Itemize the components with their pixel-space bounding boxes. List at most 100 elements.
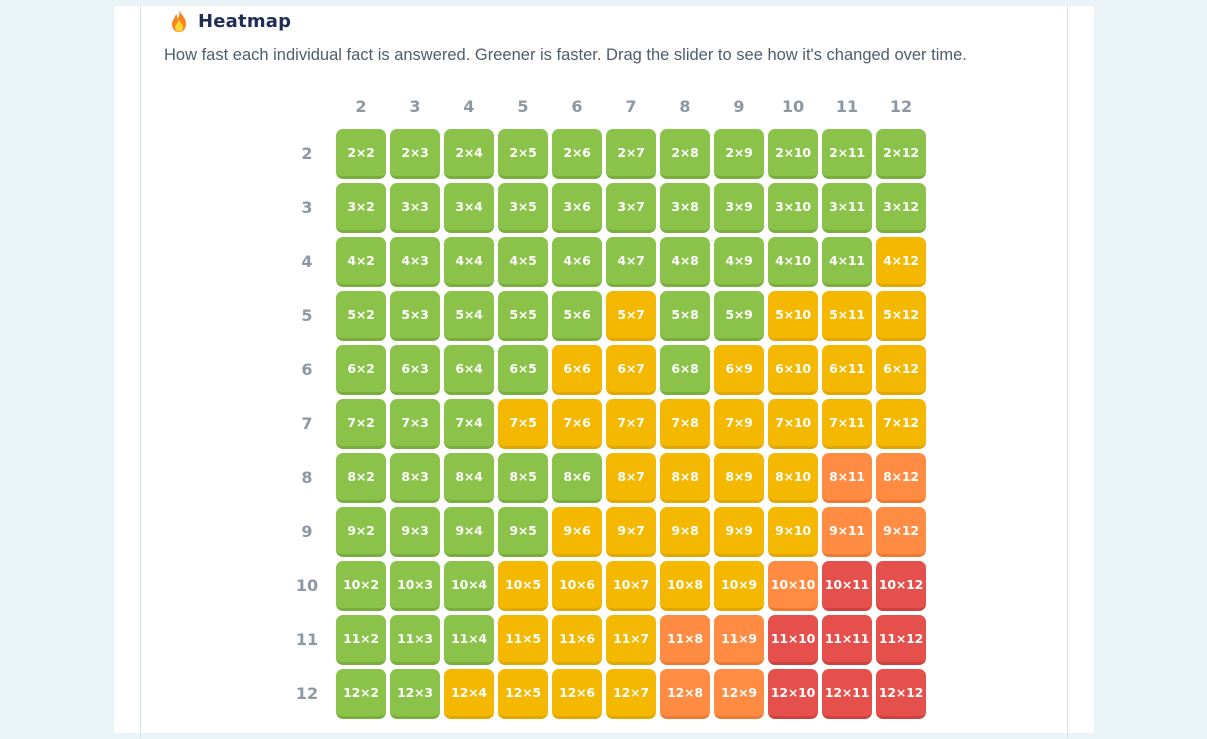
heatmap-cell[interactable]: 5×6 (552, 291, 602, 341)
heatmap-cell[interactable]: 5×5 (498, 291, 548, 341)
heatmap-cell[interactable]: 10×11 (822, 561, 872, 611)
heatmap-cell[interactable]: 3×10 (768, 183, 818, 233)
heatmap-cell[interactable]: 5×4 (444, 291, 494, 341)
heatmap-cell[interactable]: 3×7 (606, 183, 656, 233)
heatmap-cell[interactable]: 8×4 (444, 453, 494, 503)
heatmap-cell[interactable]: 8×2 (336, 453, 386, 503)
heatmap-cell[interactable]: 11×9 (714, 615, 764, 665)
heatmap-cell[interactable]: 5×9 (714, 291, 764, 341)
heatmap-cell[interactable]: 11×12 (876, 615, 926, 665)
heatmap-cell[interactable]: 8×11 (822, 453, 872, 503)
heatmap-cell[interactable]: 4×9 (714, 237, 764, 287)
heatmap-cell[interactable]: 7×12 (876, 399, 926, 449)
heatmap-cell[interactable]: 12×7 (606, 669, 656, 719)
heatmap-cell[interactable]: 9×7 (606, 507, 656, 557)
heatmap-cell[interactable]: 4×5 (498, 237, 548, 287)
heatmap-cell[interactable]: 5×2 (336, 291, 386, 341)
heatmap-cell[interactable]: 4×12 (876, 237, 926, 287)
heatmap-cell[interactable]: 3×2 (336, 183, 386, 233)
heatmap-cell[interactable]: 4×11 (822, 237, 872, 287)
heatmap-cell[interactable]: 8×5 (498, 453, 548, 503)
heatmap-cell[interactable]: 10×8 (660, 561, 710, 611)
heatmap-cell[interactable]: 3×9 (714, 183, 764, 233)
heatmap-cell[interactable]: 7×8 (660, 399, 710, 449)
heatmap-cell[interactable]: 9×9 (714, 507, 764, 557)
heatmap-cell[interactable]: 12×8 (660, 669, 710, 719)
heatmap-cell[interactable]: 8×3 (390, 453, 440, 503)
heatmap-cell[interactable]: 6×5 (498, 345, 548, 395)
heatmap-cell[interactable]: 3×3 (390, 183, 440, 233)
heatmap-cell[interactable]: 6×10 (768, 345, 818, 395)
heatmap-cell[interactable]: 4×3 (390, 237, 440, 287)
heatmap-cell[interactable]: 2×6 (552, 129, 602, 179)
heatmap-cell[interactable]: 5×7 (606, 291, 656, 341)
heatmap-cell[interactable]: 5×3 (390, 291, 440, 341)
heatmap-cell[interactable]: 2×8 (660, 129, 710, 179)
heatmap-cell[interactable]: 2×2 (336, 129, 386, 179)
heatmap-cell[interactable]: 4×10 (768, 237, 818, 287)
heatmap-cell[interactable]: 3×4 (444, 183, 494, 233)
heatmap-cell[interactable]: 2×4 (444, 129, 494, 179)
heatmap-cell[interactable]: 12×6 (552, 669, 602, 719)
heatmap-cell[interactable]: 11×3 (390, 615, 440, 665)
heatmap-cell[interactable]: 9×3 (390, 507, 440, 557)
heatmap-cell[interactable]: 11×4 (444, 615, 494, 665)
heatmap-cell[interactable]: 8×9 (714, 453, 764, 503)
heatmap-cell[interactable]: 2×5 (498, 129, 548, 179)
heatmap-cell[interactable]: 10×10 (768, 561, 818, 611)
heatmap-cell[interactable]: 3×5 (498, 183, 548, 233)
heatmap-cell[interactable]: 3×11 (822, 183, 872, 233)
heatmap-cell[interactable]: 9×5 (498, 507, 548, 557)
heatmap-cell[interactable]: 2×3 (390, 129, 440, 179)
heatmap-cell[interactable]: 11×7 (606, 615, 656, 665)
heatmap-cell[interactable]: 8×7 (606, 453, 656, 503)
heatmap-cell[interactable]: 12×5 (498, 669, 548, 719)
heatmap-cell[interactable]: 7×7 (606, 399, 656, 449)
heatmap-cell[interactable]: 10×5 (498, 561, 548, 611)
heatmap-cell[interactable]: 11×5 (498, 615, 548, 665)
heatmap-cell[interactable]: 7×10 (768, 399, 818, 449)
heatmap-cell[interactable]: 10×12 (876, 561, 926, 611)
heatmap-cell[interactable]: 12×9 (714, 669, 764, 719)
heatmap-cell[interactable]: 11×8 (660, 615, 710, 665)
heatmap-cell[interactable]: 6×9 (714, 345, 764, 395)
heatmap-cell[interactable]: 2×9 (714, 129, 764, 179)
heatmap-cell[interactable]: 8×10 (768, 453, 818, 503)
heatmap-cell[interactable]: 2×10 (768, 129, 818, 179)
heatmap-cell[interactable]: 9×12 (876, 507, 926, 557)
heatmap-cell[interactable]: 6×2 (336, 345, 386, 395)
heatmap-cell[interactable]: 10×4 (444, 561, 494, 611)
heatmap-cell[interactable]: 2×11 (822, 129, 872, 179)
heatmap-cell[interactable]: 3×12 (876, 183, 926, 233)
heatmap-cell[interactable]: 10×9 (714, 561, 764, 611)
heatmap-cell[interactable]: 8×8 (660, 453, 710, 503)
heatmap-cell[interactable]: 10×7 (606, 561, 656, 611)
heatmap-cell[interactable]: 10×3 (390, 561, 440, 611)
heatmap-cell[interactable]: 6×4 (444, 345, 494, 395)
heatmap-cell[interactable]: 4×7 (606, 237, 656, 287)
heatmap-cell[interactable]: 5×12 (876, 291, 926, 341)
heatmap-cell[interactable]: 2×7 (606, 129, 656, 179)
heatmap-cell[interactable]: 8×6 (552, 453, 602, 503)
heatmap-cell[interactable]: 12×10 (768, 669, 818, 719)
heatmap-cell[interactable]: 12×2 (336, 669, 386, 719)
heatmap-cell[interactable]: 7×3 (390, 399, 440, 449)
heatmap-cell[interactable]: 11×2 (336, 615, 386, 665)
heatmap-cell[interactable]: 10×6 (552, 561, 602, 611)
heatmap-cell[interactable]: 7×6 (552, 399, 602, 449)
heatmap-cell[interactable]: 7×11 (822, 399, 872, 449)
heatmap-cell[interactable]: 6×3 (390, 345, 440, 395)
heatmap-cell[interactable]: 12×11 (822, 669, 872, 719)
heatmap-cell[interactable]: 7×5 (498, 399, 548, 449)
heatmap-cell[interactable]: 11×11 (822, 615, 872, 665)
heatmap-cell[interactable]: 7×9 (714, 399, 764, 449)
heatmap-cell[interactable]: 9×6 (552, 507, 602, 557)
heatmap-cell[interactable]: 6×12 (876, 345, 926, 395)
heatmap-cell[interactable]: 9×10 (768, 507, 818, 557)
heatmap-cell[interactable]: 3×8 (660, 183, 710, 233)
heatmap-cell[interactable]: 4×8 (660, 237, 710, 287)
heatmap-cell[interactable]: 3×6 (552, 183, 602, 233)
heatmap-cell[interactable]: 11×10 (768, 615, 818, 665)
heatmap-cell[interactable]: 4×4 (444, 237, 494, 287)
heatmap-cell[interactable]: 5×11 (822, 291, 872, 341)
